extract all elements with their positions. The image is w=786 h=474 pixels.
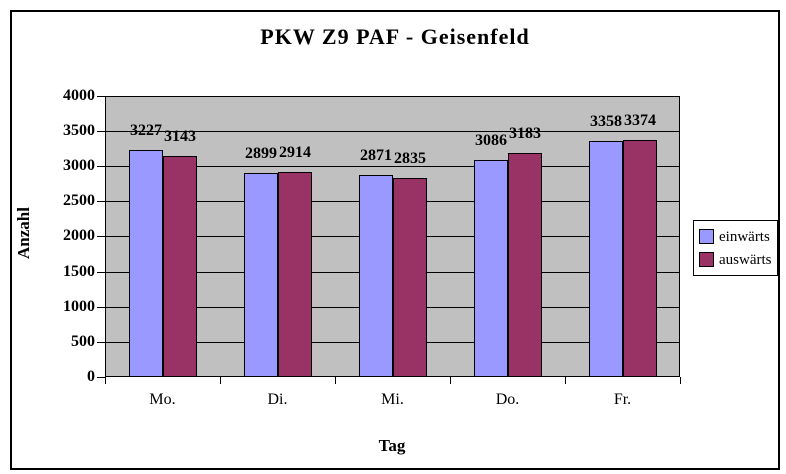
y-tick-label: 2500 xyxy=(63,192,95,209)
y-tick-label: 1000 xyxy=(63,298,95,315)
x-tick xyxy=(220,377,221,384)
x-category-label: Di. xyxy=(267,391,288,408)
x-category-label: Do. xyxy=(495,391,520,408)
y-tick xyxy=(97,166,105,167)
bar-auswärts xyxy=(393,178,427,377)
legend-swatch xyxy=(699,252,714,267)
x-tick xyxy=(335,377,336,384)
y-tick xyxy=(97,131,105,132)
y-tick-label: 3000 xyxy=(63,157,95,174)
legend: einwärts auswärts xyxy=(693,220,778,276)
legend-item: auswärts xyxy=(699,252,777,268)
legend-swatch xyxy=(699,229,714,244)
y-tick xyxy=(97,236,105,237)
x-tick xyxy=(565,377,566,384)
y-tick xyxy=(97,96,105,97)
y-tick xyxy=(97,201,105,202)
bar-value-label: 2914 xyxy=(279,144,311,161)
x-category-label: Mi. xyxy=(381,391,404,408)
x-category-label: Fr. xyxy=(613,391,632,408)
bar-value-label: 3183 xyxy=(509,125,541,142)
x-axis-title: Tag xyxy=(378,436,406,455)
bar-value-label: 2835 xyxy=(394,150,426,167)
y-tick xyxy=(97,377,105,378)
x-tick xyxy=(450,377,451,384)
y-tick xyxy=(97,342,105,343)
bar-value-label: 3086 xyxy=(475,132,507,149)
bar-einwärts xyxy=(359,175,393,377)
x-category-label: Mo. xyxy=(149,391,176,408)
legend-item: einwärts xyxy=(699,229,777,245)
bar-value-label: 3374 xyxy=(624,112,656,129)
bar-value-label: 3227 xyxy=(130,122,162,139)
y-tick-label: 0 xyxy=(87,368,95,385)
chart-title: PKW Z9 PAF - Geisenfeld xyxy=(260,24,530,49)
gridline xyxy=(105,166,680,167)
legend-label: auswärts xyxy=(719,251,772,268)
bar-auswärts xyxy=(163,156,197,377)
bar-einwärts xyxy=(244,173,278,377)
bar-auswärts xyxy=(508,153,542,377)
bar-einwärts xyxy=(589,141,623,377)
y-tick-label: 500 xyxy=(71,333,95,350)
bar-auswärts xyxy=(278,172,312,377)
y-tick xyxy=(97,272,105,273)
y-tick-label: 4000 xyxy=(63,87,95,104)
bar-value-label: 3143 xyxy=(164,128,196,145)
bar-value-label: 2871 xyxy=(360,147,392,164)
y-tick-label: 1500 xyxy=(63,263,95,280)
bar-value-label: 2899 xyxy=(245,145,277,162)
x-tick xyxy=(105,377,106,384)
y-tick-label: 3500 xyxy=(63,122,95,139)
bar-einwärts xyxy=(474,160,508,377)
y-tick xyxy=(97,307,105,308)
bar-auswärts xyxy=(623,140,657,377)
bar-einwärts xyxy=(129,150,163,377)
gridline xyxy=(105,131,680,132)
legend-label: einwärts xyxy=(719,228,770,245)
x-tick xyxy=(680,377,681,384)
bar-value-label: 3358 xyxy=(590,113,622,130)
y-tick-label: 2000 xyxy=(63,227,95,244)
